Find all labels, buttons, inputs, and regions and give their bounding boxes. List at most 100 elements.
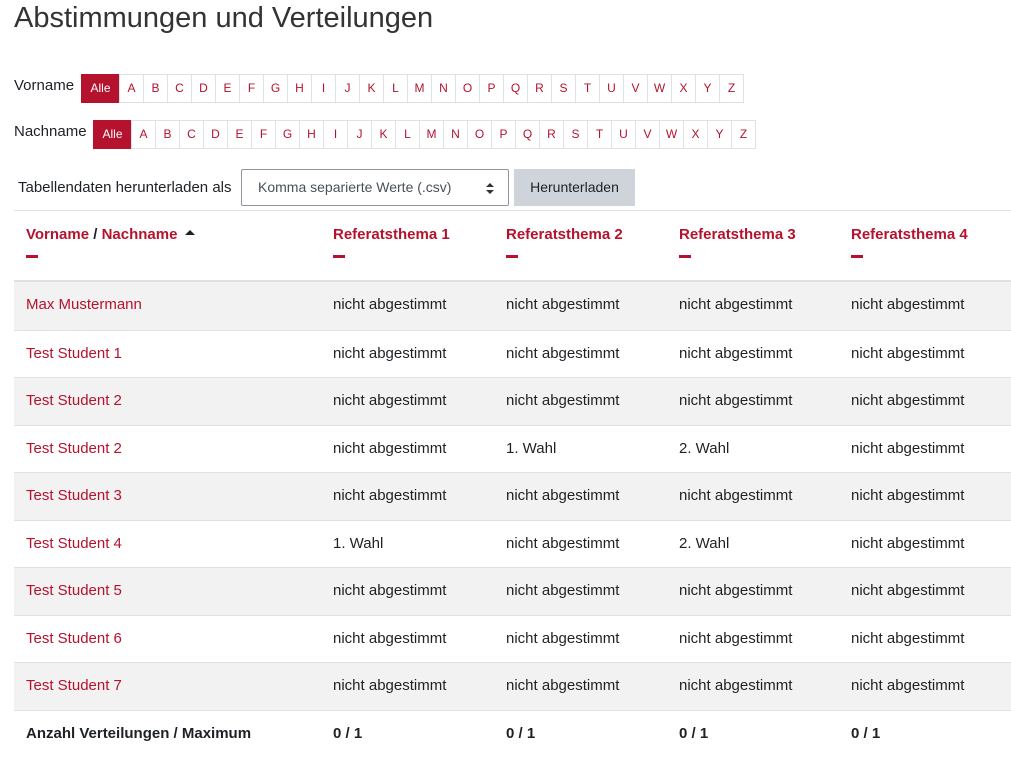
filter-label: Vorname bbox=[14, 77, 75, 94]
filter-letter[interactable]: F bbox=[251, 120, 276, 149]
vote-cell: nicht abgestimmt bbox=[333, 677, 447, 694]
filter-letter[interactable]: V bbox=[623, 74, 648, 103]
filter-letter[interactable]: M bbox=[407, 74, 432, 103]
format-select[interactable]: Komma separierte Werte (.csv) bbox=[241, 169, 509, 206]
filter-all[interactable]: Alle bbox=[93, 120, 132, 149]
filter-letter[interactable]: G bbox=[263, 74, 288, 103]
filter-letter[interactable]: I bbox=[311, 74, 336, 103]
filter-letter[interactable]: O bbox=[467, 120, 492, 149]
student-name[interactable]: Max Mustermann bbox=[26, 296, 142, 313]
filter-letter[interactable]: X bbox=[683, 120, 708, 149]
filter-letter[interactable]: S bbox=[551, 74, 576, 103]
filter-letter[interactable]: R bbox=[527, 74, 552, 103]
filter-letter[interactable]: C bbox=[179, 120, 204, 149]
filter-letter[interactable]: W bbox=[659, 120, 684, 149]
filter-letter[interactable]: Q bbox=[503, 74, 528, 103]
filter-letter[interactable]: L bbox=[383, 74, 408, 103]
filter-letter[interactable]: X bbox=[671, 74, 696, 103]
filter-letter[interactable]: L bbox=[395, 120, 420, 149]
collapse-icon bbox=[333, 255, 345, 258]
filter-letter[interactable]: Q bbox=[515, 120, 540, 149]
filter-letter[interactable]: T bbox=[575, 74, 600, 103]
filter-letter[interactable]: P bbox=[491, 120, 516, 149]
vote-cell: nicht abgestimmt bbox=[506, 296, 620, 313]
filter-letter[interactable]: G bbox=[275, 120, 300, 149]
filter-all[interactable]: Alle bbox=[81, 74, 120, 103]
filter-letter[interactable]: K bbox=[371, 120, 396, 149]
vote-cell: nicht abgestimmt bbox=[506, 677, 620, 694]
download-button[interactable]: Herunterladen bbox=[514, 169, 635, 206]
filter-letter[interactable]: K bbox=[359, 74, 384, 103]
filter-letter[interactable]: F bbox=[239, 74, 264, 103]
vote-cell: 2. Wahl bbox=[679, 534, 730, 552]
footer-value: 0 / 1 bbox=[506, 724, 536, 742]
filter-letter[interactable]: Y bbox=[707, 120, 732, 149]
filter-letter[interactable]: Z bbox=[731, 120, 756, 149]
vote-cell: nicht abgestimmt bbox=[333, 296, 447, 313]
filter-letter[interactable]: I bbox=[323, 120, 348, 149]
filter-letter[interactable]: E bbox=[215, 74, 240, 103]
student-name[interactable]: Test Student 2 bbox=[26, 439, 122, 457]
vote-cell: nicht abgestimmt bbox=[679, 344, 793, 362]
vote-cell: nicht abgestimmt bbox=[679, 582, 793, 599]
filter-letter[interactable]: T bbox=[587, 120, 612, 149]
filter-letter[interactable]: N bbox=[443, 120, 468, 149]
table-row: Test Student 1 nicht abgestimmt nicht abge… bbox=[14, 329, 1011, 378]
download-label: Tabellendaten herunterladen als bbox=[18, 179, 232, 196]
vote-cell: nicht abgestimmt bbox=[851, 534, 965, 552]
collapse-icon bbox=[851, 255, 863, 258]
student-name[interactable]: Test Student 5 bbox=[26, 582, 122, 599]
footer-label: Anzahl Verteilungen / Maximum bbox=[26, 724, 252, 742]
column-title[interactable]: Referatsthema 2 bbox=[506, 226, 623, 243]
student-name[interactable]: Test Student 1 bbox=[26, 344, 122, 362]
filter-letter[interactable]: R bbox=[539, 120, 564, 149]
student-name[interactable]: Test Student 6 bbox=[26, 629, 122, 647]
sort-firstname[interactable]: Vorname bbox=[26, 226, 90, 243]
filter-letter[interactable]: B bbox=[143, 74, 168, 103]
student-name[interactable]: Test Student 7 bbox=[26, 677, 122, 694]
filter-letter[interactable]: U bbox=[611, 120, 636, 149]
filter-letter[interactable]: H bbox=[287, 74, 312, 103]
filter-letter[interactable]: P bbox=[479, 74, 504, 103]
name-header: Vorname / Nachname bbox=[26, 225, 196, 258]
table-row: Test Student 6 nicht abgestimmt nicht abge… bbox=[14, 614, 1011, 663]
table-row: Test Student 2 nicht abgestimmt 1. Wahl 2. … bbox=[14, 424, 1011, 473]
filter-letter[interactable]: M bbox=[419, 120, 444, 149]
filter-letter[interactable]: C bbox=[167, 74, 192, 103]
filter-letter[interactable]: Y bbox=[695, 74, 720, 103]
filter-letter[interactable]: D bbox=[191, 74, 216, 103]
filter-letter[interactable]: B bbox=[155, 120, 180, 149]
filter-letter[interactable]: O bbox=[455, 74, 480, 103]
column-title[interactable]: Referatsthema 1 bbox=[333, 226, 450, 243]
filter-letter[interactable]: A bbox=[119, 74, 144, 103]
filter-letter[interactable]: V bbox=[635, 120, 660, 149]
filter-letter[interactable]: S bbox=[563, 120, 588, 149]
filter-letter[interactable]: D bbox=[203, 120, 228, 149]
filter-letter[interactable]: U bbox=[599, 74, 624, 103]
vote-cell: nicht abgestimmt bbox=[851, 629, 965, 647]
vote-cell: nicht abgestimmt bbox=[679, 296, 793, 313]
vote-cell: nicht abgestimmt bbox=[333, 392, 447, 409]
column-header: Referatsthema 1 bbox=[333, 225, 450, 258]
column-title[interactable]: Referatsthema 3 bbox=[679, 226, 796, 243]
table-row: Test Student 7 nicht abgestimmt nicht abge… bbox=[14, 662, 1011, 710]
sort-lastname[interactable]: Nachname bbox=[101, 226, 178, 243]
filter-letter[interactable]: Z bbox=[719, 74, 744, 103]
filter-letter[interactable]: H bbox=[299, 120, 324, 149]
student-name[interactable]: Test Student 4 bbox=[26, 534, 122, 552]
filter-letter[interactable]: E bbox=[227, 120, 252, 149]
student-name[interactable]: Test Student 3 bbox=[26, 487, 122, 504]
filter-letter[interactable]: J bbox=[335, 74, 360, 103]
filter-letter[interactable]: N bbox=[431, 74, 456, 103]
filter-letter[interactable]: A bbox=[131, 120, 156, 149]
table-row: Test Student 5 nicht abgestimmt nicht abge… bbox=[14, 567, 1011, 615]
vote-cell: nicht abgestimmt bbox=[333, 439, 447, 457]
filter-letter[interactable]: J bbox=[347, 120, 372, 149]
column-title[interactable]: Referatsthema 4 bbox=[851, 226, 968, 243]
collapse-icon bbox=[26, 255, 38, 258]
vote-cell: nicht abgestimmt bbox=[506, 344, 620, 362]
table-row: Test Student 4 1. Wahl nicht abgestimmt 2. … bbox=[14, 519, 1011, 568]
filter-letter[interactable]: W bbox=[647, 74, 672, 103]
vote-cell: nicht abgestimmt bbox=[333, 582, 447, 599]
student-name[interactable]: Test Student 2 bbox=[26, 392, 122, 409]
